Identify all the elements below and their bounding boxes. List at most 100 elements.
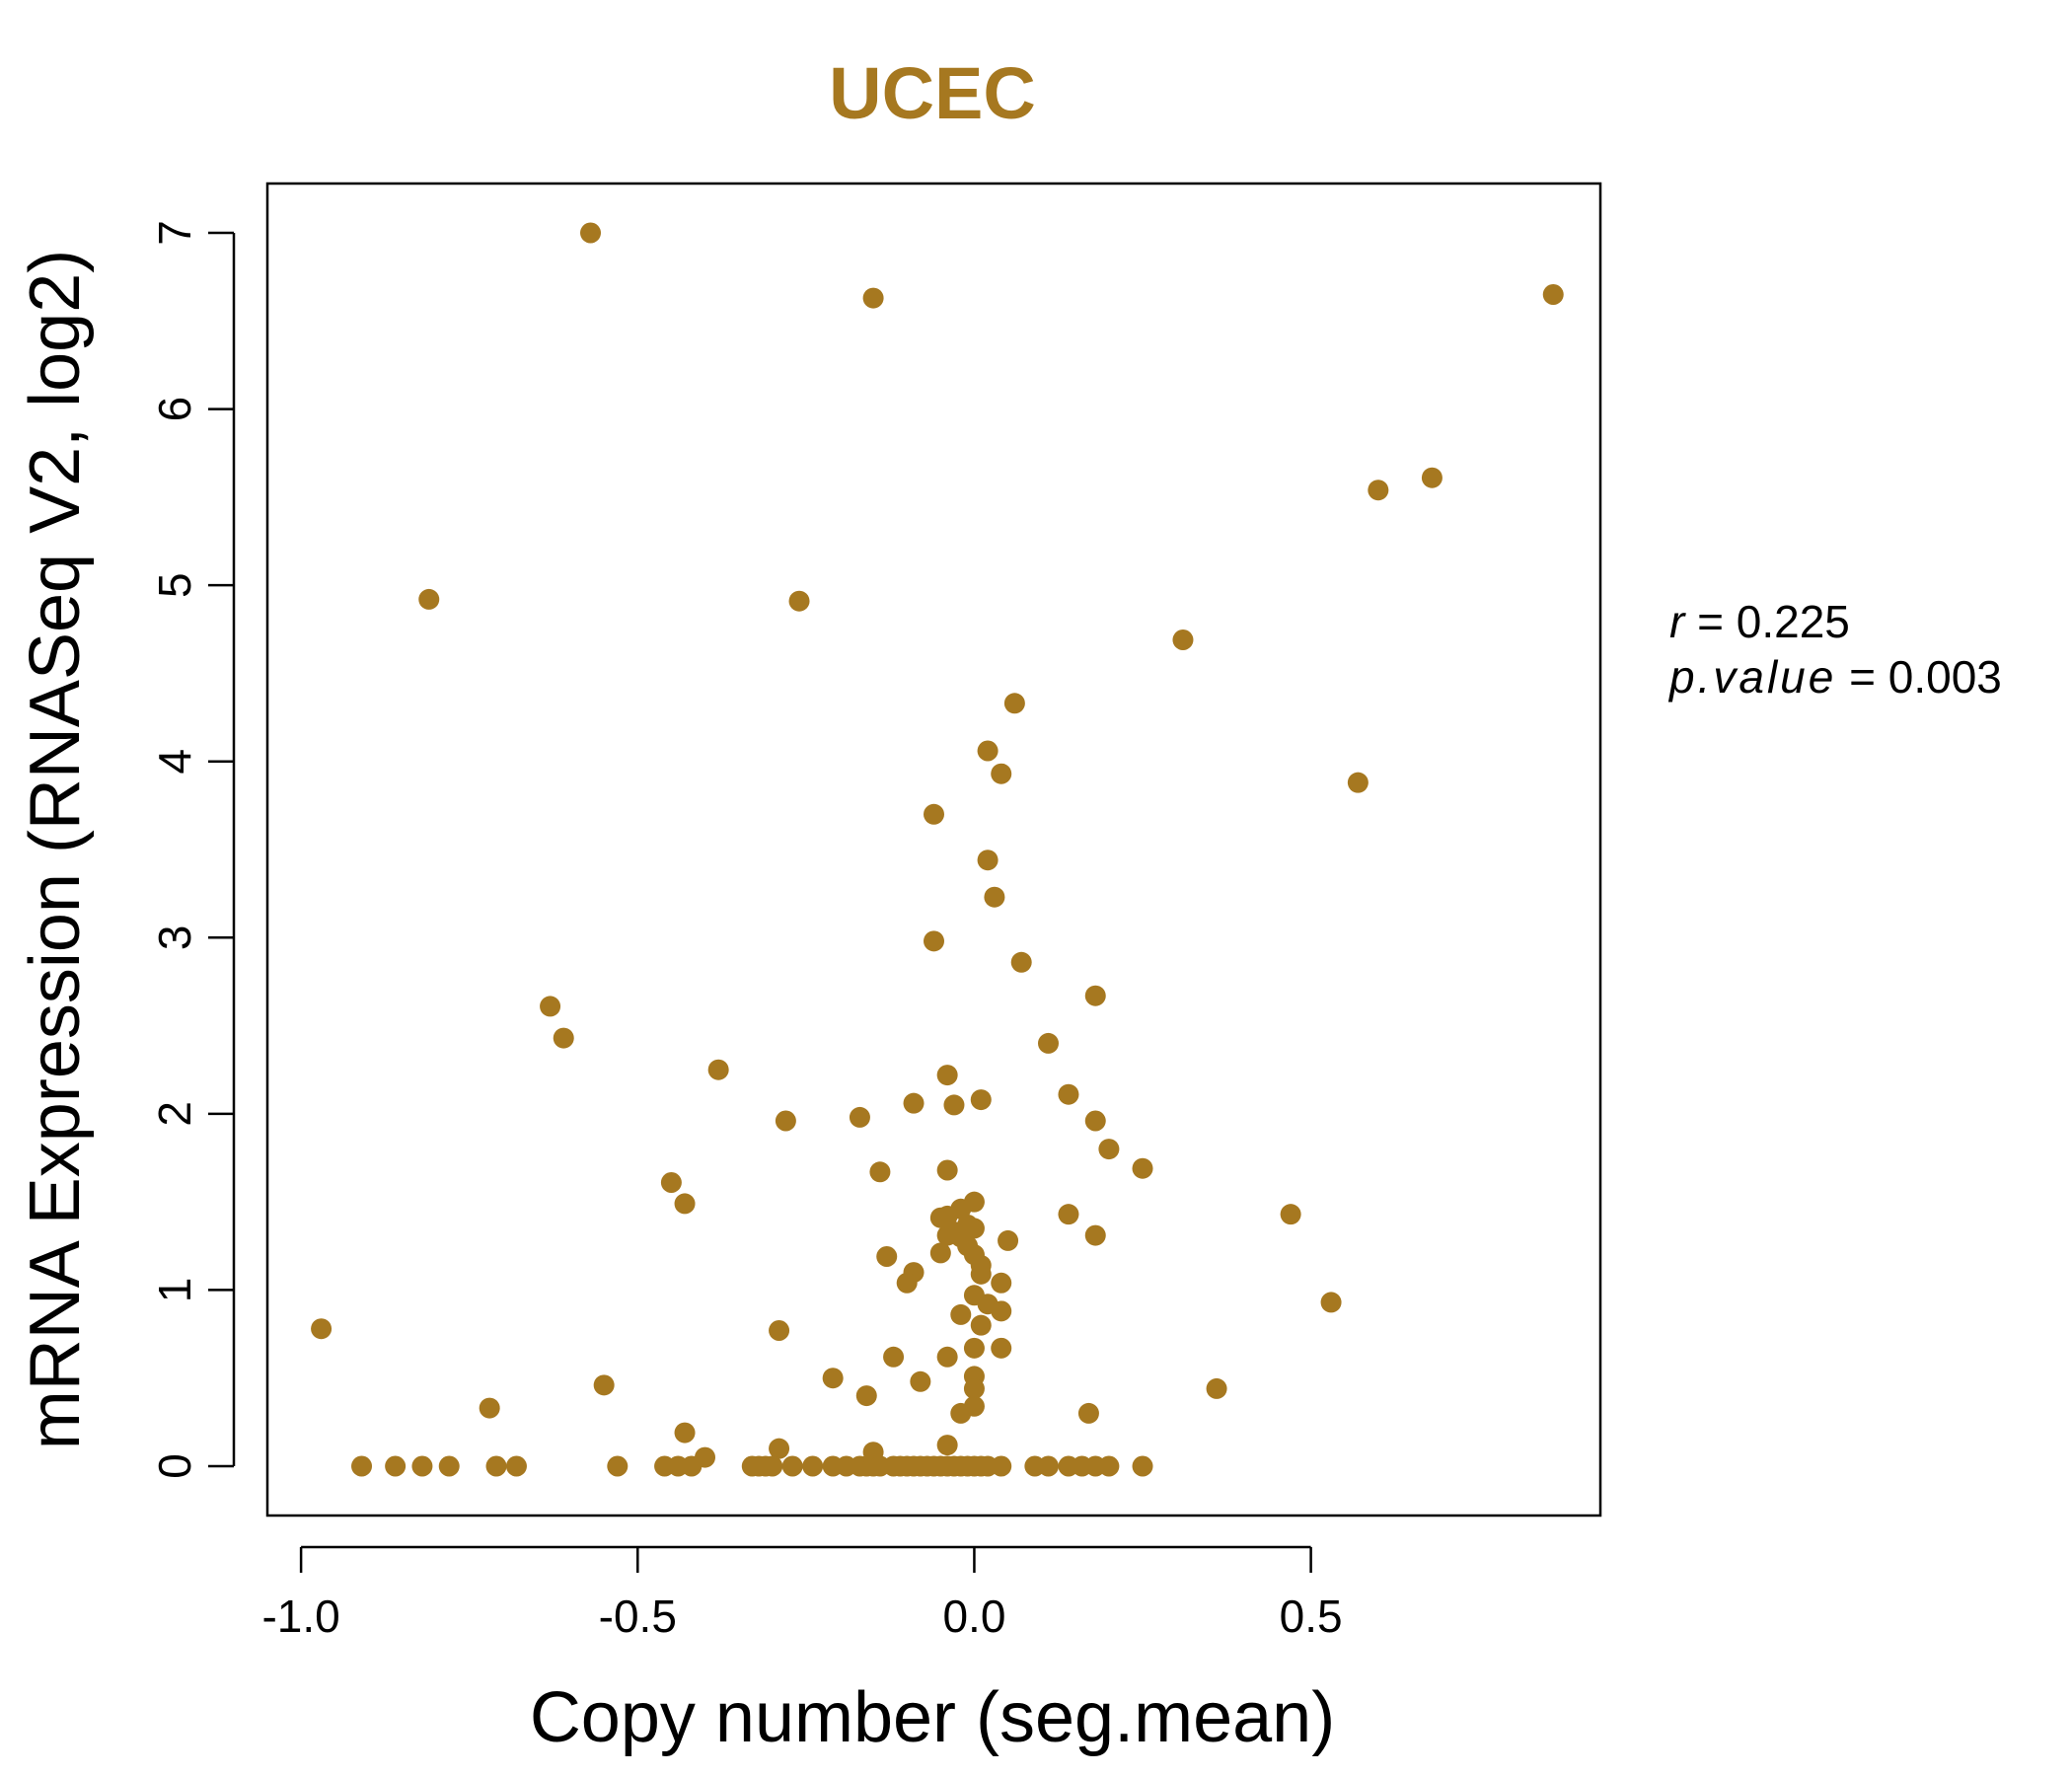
y-tick-label: 7 [149,220,200,246]
data-point [607,1455,629,1477]
data-point [963,1377,985,1399]
plot-frame [265,182,1602,1517]
data-point [775,1110,796,1132]
data-point [936,1065,958,1086]
r-label: r [1669,596,1686,647]
data-point [998,1229,1019,1251]
data-point [485,1455,507,1477]
data-point [924,930,944,952]
data-point [1037,1455,1059,1477]
data-point [681,1455,703,1477]
y-axis: 0 1 2 3 4 5 6 7 [149,220,236,1479]
y-tick-label: 1 [149,1278,200,1303]
data-point [1077,1402,1099,1424]
data-point [540,996,561,1017]
data-point [991,763,1012,784]
data-point [1368,480,1389,501]
data-point [1542,284,1564,305]
data-point [991,1300,1012,1322]
data-point [1084,1224,1106,1246]
data-point [802,1455,824,1477]
y-tick-label: 4 [149,749,200,775]
data-point [1003,693,1025,714]
data-point [963,1337,985,1359]
data-point [1320,1292,1342,1313]
chart-title: UCEC [829,52,1036,134]
data-point [862,287,884,309]
data-point [991,1272,1012,1294]
data-point [991,1337,1012,1359]
data-point [1084,985,1106,1006]
data-point [762,1455,783,1477]
r-value: 0.225 [1737,596,1850,647]
data-point [929,1242,951,1264]
data-point [970,1263,992,1285]
data-point [929,1207,951,1228]
data-point [580,222,602,244]
p-equals: = [1836,651,1887,703]
data-point [1084,1110,1106,1132]
x-tick-label: 0.0 [942,1591,1005,1642]
data-point [1098,1139,1120,1160]
data-point [411,1455,433,1477]
data-point [707,1059,729,1080]
data-point [1010,951,1032,973]
y-tick-label: 5 [149,572,200,598]
data-point [936,1346,958,1368]
y-tick-label: 2 [149,1101,200,1127]
y-tick-label: 3 [149,925,200,950]
data-point [903,1092,925,1114]
data-point [896,1272,918,1294]
data-point [788,590,810,612]
data-point [505,1455,527,1477]
data-point [1280,1204,1301,1225]
data-point [674,1193,696,1215]
data-point [593,1374,615,1396]
x-axis-title: Copy number (seg.mean) [530,1678,1335,1757]
x-tick-label: -1.0 [261,1591,339,1642]
data-point [1098,1455,1120,1477]
data-point [351,1455,373,1477]
y-tick-label: 6 [149,397,200,422]
data-point [1037,1032,1059,1054]
data-point [977,740,999,762]
data-point [660,1172,682,1193]
data-point [553,1027,574,1049]
pvalue-annotation: p.value = 0.003 [1667,651,2002,703]
x-axis: -1.0 -0.5 0.0 0.5 [261,1545,1343,1642]
data-point [1058,1204,1079,1225]
data-point [910,1370,931,1392]
data-point [970,1089,992,1111]
data-point [1206,1377,1227,1399]
data-point [418,588,440,610]
data-point [1421,467,1443,488]
data-point [869,1161,891,1183]
y-axis-title: mRNA Expression (RNASeq V2, log2) [16,250,95,1449]
data-point [1347,772,1369,793]
data-point [936,1435,958,1456]
x-tick-label: 0.5 [1280,1591,1343,1642]
data-point [855,1385,877,1407]
data-point [674,1422,696,1443]
data-point [849,1106,870,1128]
p-label: p.value [1667,651,1836,703]
data-point [769,1438,790,1459]
data-point [984,886,1005,908]
data-point [970,1314,992,1336]
data-point [883,1346,905,1368]
data-point [1172,629,1194,650]
data-point [991,1455,1012,1477]
data-point [950,1303,972,1325]
data-points [311,222,1564,1477]
data-point [438,1455,460,1477]
data-point [950,1402,972,1424]
data-point [311,1318,333,1340]
data-point [943,1094,965,1116]
r-equals: = [1684,596,1736,647]
y-tick-label: 0 [149,1453,200,1479]
data-point [876,1246,898,1267]
data-point [977,850,999,871]
data-point [1132,1455,1153,1477]
data-point [479,1397,500,1419]
